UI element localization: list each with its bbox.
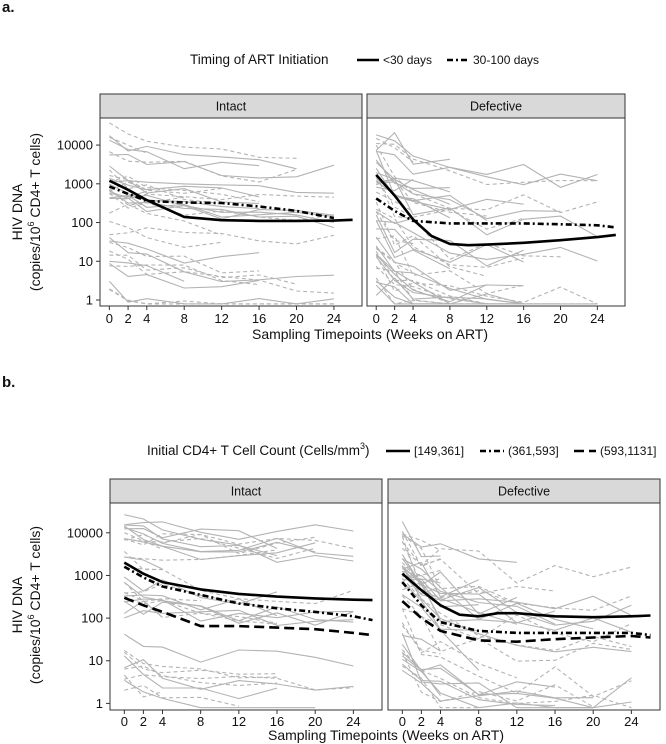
series-line-solid (375, 174, 616, 247)
x-tick-label: 20 (586, 714, 600, 729)
panel-border (109, 502, 383, 711)
facet-strip (387, 478, 661, 504)
x-tick-label: 8 (197, 714, 204, 729)
y-tick-label: 10000 (67, 525, 103, 540)
x-tick-label: 24 (590, 311, 604, 326)
x-tick-label: 4 (143, 311, 150, 326)
series-line-dashdot (108, 185, 335, 220)
x-tick-label: 8 (446, 311, 453, 326)
legend-title: Initial CD4+ T Cell Count (Cells/mm3) (147, 441, 369, 458)
individual-trajectories (375, 131, 598, 305)
chart-a: a. Timing of ART Initiation <30 days 30-100… (2, 0, 626, 342)
panel-border (387, 502, 661, 711)
x-tick-label: 24 (346, 714, 360, 729)
x-tick-label: 2 (418, 714, 425, 729)
x-tick-label: 12 (214, 311, 228, 326)
individual-trajectories (108, 122, 335, 305)
y-tick-label: 100 (81, 611, 103, 626)
x-tick-label: 20 (553, 311, 567, 326)
y-tick-label: 10 (89, 653, 103, 668)
y-tick-label: 1000 (74, 568, 103, 583)
series-line-longdash (401, 600, 651, 644)
x-tick-label: 24 (624, 714, 638, 729)
y-tick-label: 1 (96, 696, 103, 711)
series-line-solid (401, 572, 651, 619)
y-tick-label: 10000 (57, 138, 93, 153)
series-line-solid (123, 561, 373, 602)
y-axis-subtitle: (copies/106 CD4+ T cells) (26, 526, 43, 684)
chart-b: b. Initial CD4+ T Cell Count (Cells/mm3) [… (2, 374, 661, 743)
series-line-solid (108, 179, 353, 223)
y-tick-label: 100 (71, 215, 93, 230)
x-tick-label: 8 (475, 714, 482, 729)
legend-label: (361,593] (508, 444, 559, 458)
x-tick-label: 2 (124, 311, 131, 326)
x-tick-label: 4 (409, 311, 416, 326)
x-tick-label: 16 (516, 311, 530, 326)
y-tick-label: 1000 (64, 176, 93, 191)
panel-border (99, 117, 363, 307)
x-tick-label: 0 (399, 714, 406, 729)
facet-title: Defective (470, 100, 522, 114)
panel-label: b. (2, 374, 15, 391)
facet-strip (109, 478, 383, 504)
series-line-dashdot (123, 565, 373, 622)
x-tick-label: 16 (270, 714, 284, 729)
legend: Initial CD4+ T Cell Count (Cells/mm3) [14… (147, 441, 657, 458)
legend-label: (593,1131] (600, 444, 657, 458)
x-tick-label: 20 (308, 714, 322, 729)
x-tick-label: 4 (437, 714, 444, 729)
panel-border (366, 117, 626, 307)
x-tick-label: 0 (106, 311, 113, 326)
x-tick-label: 12 (480, 311, 494, 326)
y-tick-label: 10 (79, 254, 93, 269)
panel-label: a. (2, 0, 15, 16)
legend-label: 30-100 days (473, 53, 539, 67)
legend-label: [149,361] (414, 444, 464, 458)
facet-strip (99, 93, 363, 119)
series-line-dashdot (401, 581, 651, 637)
x-tick-label: 8 (181, 311, 188, 326)
facet-title: Intact (231, 485, 262, 499)
x-tick-label: 16 (252, 311, 266, 326)
individual-trajectories (401, 521, 632, 709)
x-tick-label: 24 (327, 311, 341, 326)
y-axis-title: HIV DNA (9, 183, 25, 240)
facet-title: Defective (498, 485, 550, 499)
x-tick-label: 16 (548, 714, 562, 729)
facet-title: Intact (216, 100, 247, 114)
legend-title: Timing of ART Initiation (190, 52, 329, 67)
x-tick-label: 20 (289, 311, 303, 326)
x-tick-label: 2 (391, 311, 398, 326)
facet-strip (366, 93, 626, 119)
series-line-dashdot (375, 197, 616, 229)
legend-label: <30 days (383, 53, 432, 67)
x-axis-title: Sampling Timepoints (Weeks on ART) (268, 727, 504, 743)
x-tick-label: 0 (373, 311, 380, 326)
plot-area (367, 118, 625, 306)
x-tick-label: 12 (232, 714, 246, 729)
x-tick-label: 12 (510, 714, 524, 729)
legend: Timing of ART Initiation <30 days 30-100 d… (190, 52, 539, 67)
x-axis-title: Sampling Timepoints (Weeks on ART) (252, 326, 488, 342)
x-tick-label: 0 (121, 714, 128, 729)
x-tick-label: 4 (159, 714, 166, 729)
individual-trajectories (123, 514, 354, 709)
x-tick-label: 2 (140, 714, 147, 729)
y-tick-label: 1 (86, 293, 93, 308)
y-axis-title: HIV DNA (9, 576, 25, 633)
y-axis-subtitle: (copies/106 CD4+ T cells) (26, 133, 43, 291)
